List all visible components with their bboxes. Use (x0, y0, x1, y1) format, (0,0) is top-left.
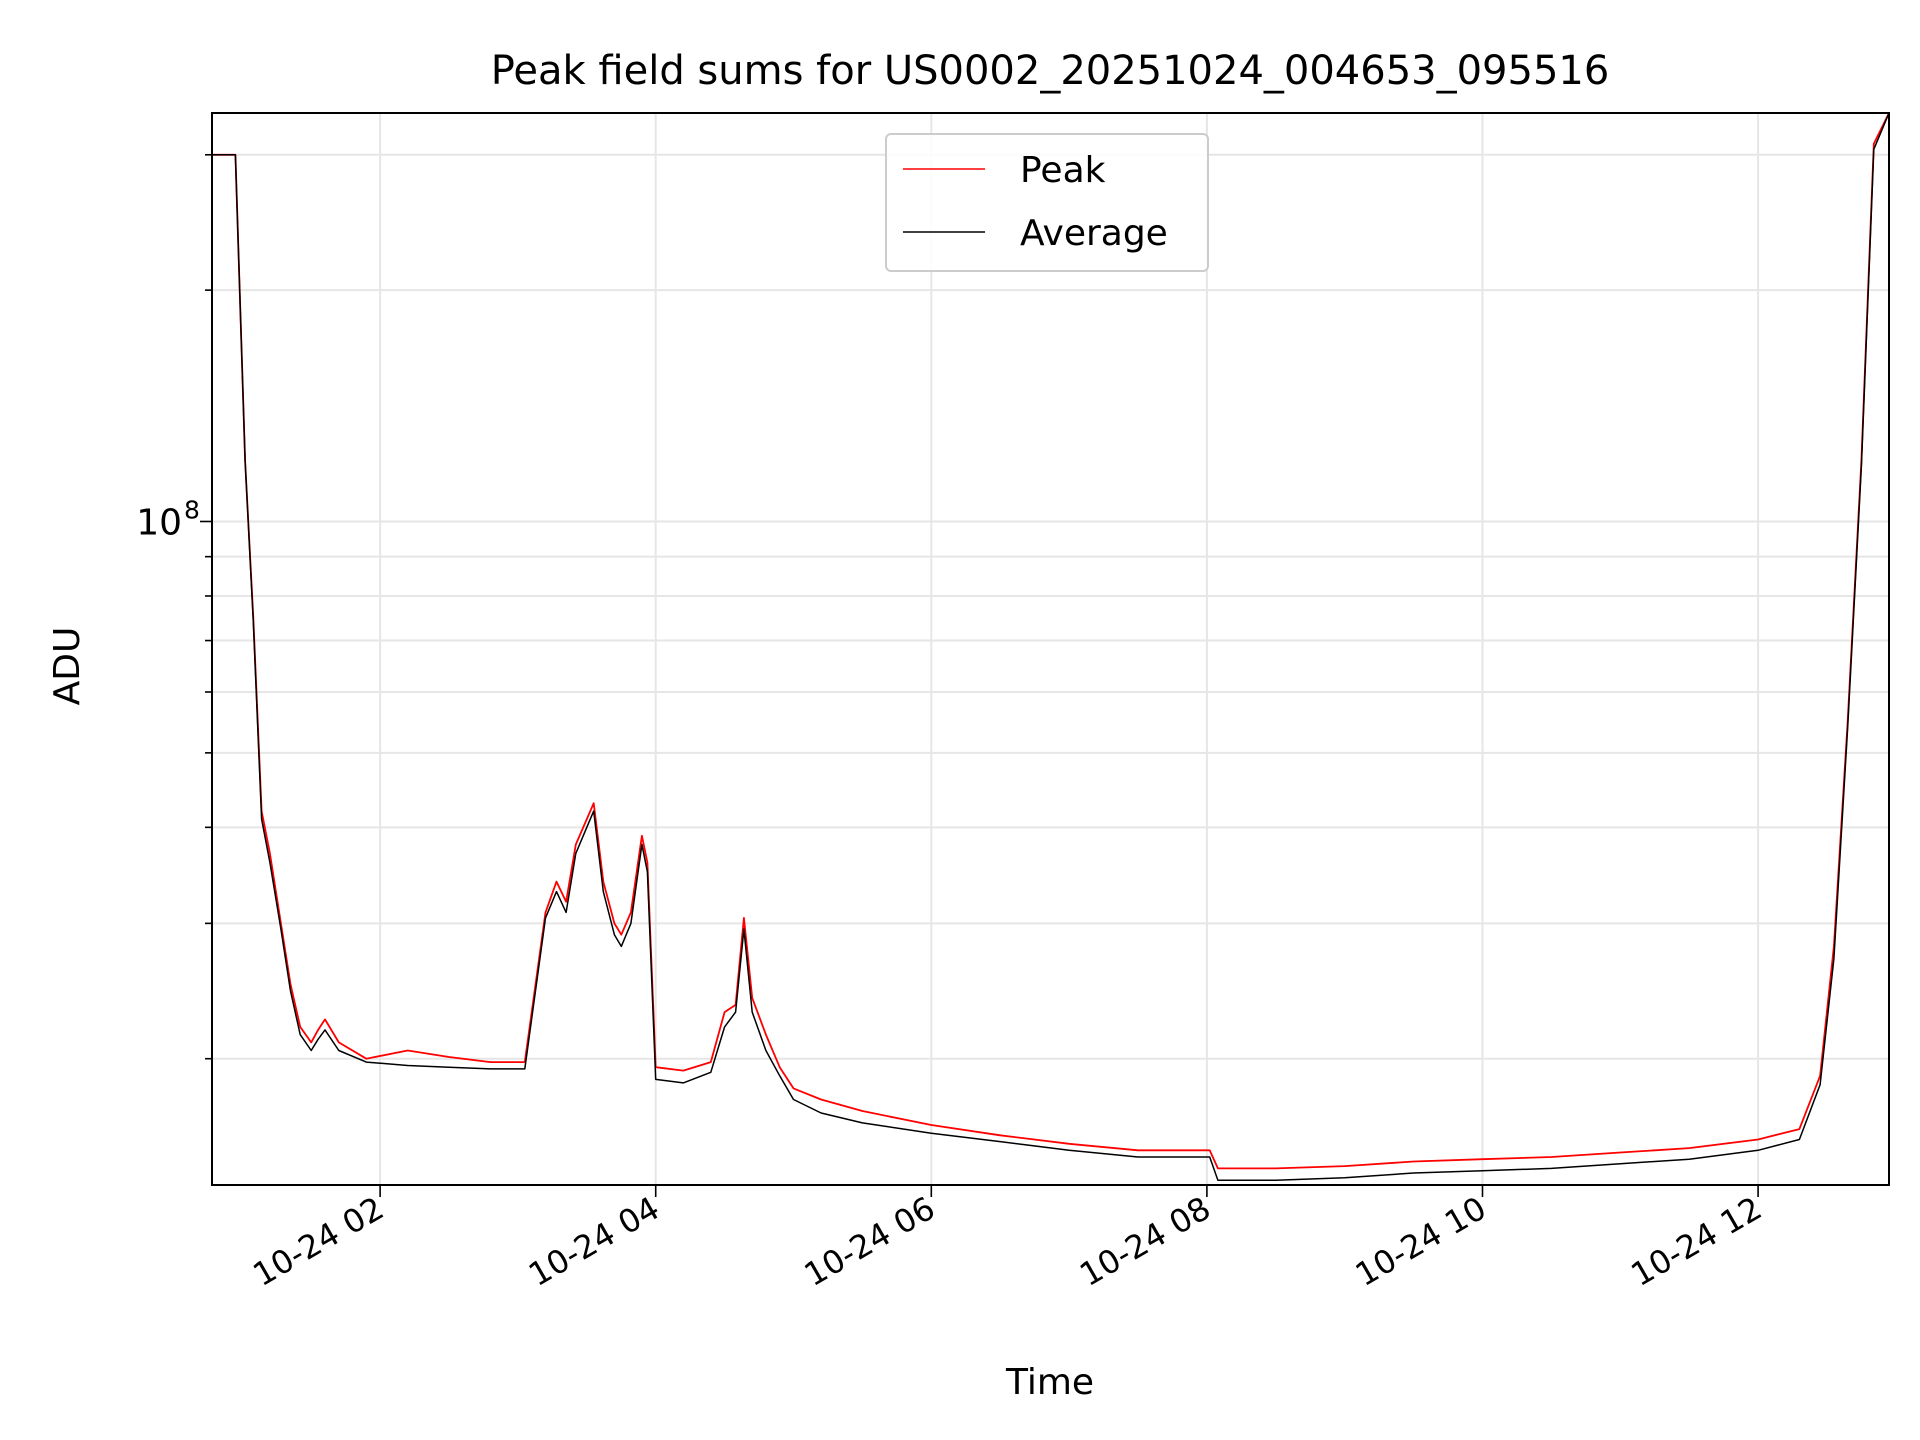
legend-average-label: Average (1020, 213, 1168, 254)
y-tick-label-base: 10 (136, 502, 182, 543)
plot-area (212, 113, 1889, 1185)
legend-peak-label: Peak (1020, 150, 1106, 191)
chart-title: Peak field sums for US0002_20251024_0046… (491, 48, 1610, 94)
series-line-average (212, 112, 1890, 1181)
series-layer (212, 112, 1890, 1181)
x-axis-label: Time (1005, 1362, 1094, 1403)
legend-box (885, 133, 1209, 272)
series-line-peak (212, 112, 1890, 1170)
y-tick-label-exponent: 8 (184, 495, 200, 524)
plot-frame (211, 112, 1890, 1186)
legend: Peak Average (885, 133, 1209, 272)
y-axis-label: ADU (47, 627, 88, 706)
